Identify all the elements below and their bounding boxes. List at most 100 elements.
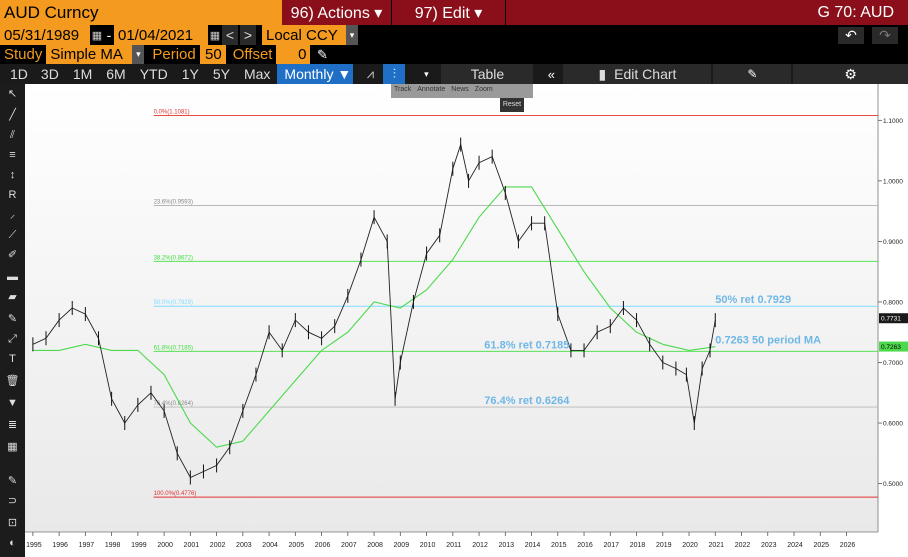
fib-level-label: 23.6%(0.9593) xyxy=(154,200,193,206)
mode-magnet-icon[interactable]: ⊃ xyxy=(7,495,18,507)
offset-input[interactable]: 0 xyxy=(276,45,311,64)
period-toolbar: 1D 3D 1M 6M YTD 1Y 5Y Max Monthly ▼ ⩘ ⫶ … xyxy=(0,64,908,84)
cursor-icon[interactable]: ↖ xyxy=(7,88,18,100)
y-tick-label: 0.9000 xyxy=(883,239,903,246)
chevron-down-icon[interactable]: ▾ xyxy=(346,25,358,45)
edit-pencil-icon[interactable]: ✎ xyxy=(7,313,18,325)
offset-label: Offset xyxy=(232,46,273,63)
chart-annotation: 0.7263 50 period MA xyxy=(715,335,821,347)
news-button[interactable]: News xyxy=(451,86,469,93)
fib-level-label: 76.4%(0.6264) xyxy=(154,401,193,407)
x-tick-label: 2022 xyxy=(735,542,751,549)
pencil-icon[interactable]: ✎ xyxy=(317,46,328,62)
mode-hide-icon[interactable]: ◐ xyxy=(9,537,16,549)
trash-icon[interactable]: 🗑 xyxy=(5,375,20,387)
x-tick-label: 2004 xyxy=(262,542,278,549)
x-tick-label: 2006 xyxy=(315,542,331,549)
track-button[interactable]: Track xyxy=(394,86,412,93)
line-chart-icon[interactable]: ⩘ xyxy=(366,66,375,81)
actions-menu[interactable]: 96) Actions ▾ xyxy=(282,0,392,25)
start-date-field[interactable]: 05/31/1989 xyxy=(0,25,90,45)
retracement-tool-icon[interactable]: R xyxy=(8,189,17,201)
hline-tool-icon[interactable]: ▬ xyxy=(7,271,18,283)
period-button[interactable]: 1M xyxy=(72,66,93,82)
edit-menu[interactable]: 97) Edit ▾ xyxy=(392,0,506,25)
x-tick-label: 2000 xyxy=(157,542,173,549)
chevron-down-icon[interactable]: ▾ xyxy=(424,68,429,79)
ma-value-label-box xyxy=(879,341,908,352)
undo-icon[interactable]: ↶ xyxy=(838,26,864,44)
study-bar: Study Simple MA ▾ Period 50 Offset 0 ✎ xyxy=(0,45,908,64)
y-tick-label: 0.6000 xyxy=(883,421,903,428)
x-tick-label: 1999 xyxy=(131,542,147,549)
prev-arrow-icon[interactable]: < xyxy=(222,25,238,45)
x-tick-label: 2024 xyxy=(787,542,803,549)
reset-button[interactable]: Reset xyxy=(500,98,524,112)
x-tick-label: 2023 xyxy=(761,542,777,549)
style-line-icon[interactable]: ≣ xyxy=(7,419,18,431)
period-button[interactable]: 1D xyxy=(10,66,28,82)
fib-level-label: 38.2%(0.8672) xyxy=(154,255,193,261)
style-brush-icon[interactable]: ▼ xyxy=(7,397,18,409)
redo-icon[interactable]: ↷ xyxy=(872,26,898,44)
line-tool-icon[interactable]: ╱ xyxy=(9,109,16,121)
channel-tool-icon[interactable]: ⫽ xyxy=(10,129,15,141)
period-button[interactable]: Max xyxy=(243,66,271,82)
mode-lock-icon[interactable]: ⊡ xyxy=(7,517,18,529)
period-button[interactable]: 5Y xyxy=(212,66,230,82)
calendar-icon[interactable]: ▦ xyxy=(209,29,221,42)
period-button[interactable]: YTD xyxy=(139,66,168,82)
zoom-button[interactable]: Zoom xyxy=(474,86,493,93)
brush-tool-icon[interactable]: ⸝ xyxy=(9,209,16,221)
date-range-bar: 05/31/1989 ▦ - 01/04/2021 ▦ < > Local CC… xyxy=(0,25,908,45)
x-tick-label: 2014 xyxy=(525,542,541,549)
fib-level-label: 50.0%(0.7929) xyxy=(154,300,193,306)
trend-tool-icon[interactable]: ⟋ xyxy=(8,229,17,241)
annotate-button[interactable]: Annotate xyxy=(417,86,446,93)
plot-area xyxy=(25,84,878,532)
annotate-icon[interactable]: ✎ xyxy=(713,64,792,84)
x-tick-label: 2001 xyxy=(184,542,200,549)
next-arrow-icon[interactable]: > xyxy=(240,25,256,45)
x-tick-label: 1998 xyxy=(105,542,121,549)
collapse-icon[interactable]: « xyxy=(547,66,556,82)
edit-chart-button[interactable]: ▮ Edit Chart xyxy=(563,64,712,84)
calendar-icon[interactable]: ▦ xyxy=(91,29,103,42)
mode-draw-icon[interactable]: ✎ xyxy=(7,475,18,487)
pen-tool-icon[interactable]: ✐ xyxy=(7,249,18,261)
x-tick-label: 1997 xyxy=(79,542,95,549)
security-title[interactable]: AUD Curncy xyxy=(0,0,282,25)
currency-select[interactable]: Local CCY xyxy=(262,25,346,45)
x-tick-label: 2019 xyxy=(656,542,672,549)
x-tick-label: 2018 xyxy=(630,542,646,549)
bar-chart-icon[interactable]: ⫶ xyxy=(383,64,406,84)
select-tool-icon[interactable]: ⤢ xyxy=(8,333,17,345)
table-button[interactable]: Table xyxy=(441,64,534,84)
period-button[interactable]: 3D xyxy=(40,66,59,82)
fib-level-label: 61.8%(0.7185) xyxy=(154,345,193,351)
undo-redo-group: ↶ ↷ xyxy=(358,25,908,45)
period-input[interactable]: 50 xyxy=(199,45,226,64)
x-tick-label: 2007 xyxy=(341,542,357,549)
band-tool-icon[interactable]: ▰ xyxy=(8,291,17,303)
drawing-toolbar: ↖ ╱ ⫽ ≡ ↕ R ⸝ ⟋ ✐ ▬ ▰ ✎ ⤢ T 🗑 ▼ ≣ ▦ ✎ ⊃ … xyxy=(0,84,26,557)
edit-chart-label: Edit Chart xyxy=(614,66,677,82)
gear-icon[interactable]: ⚙ xyxy=(793,64,908,84)
study-select[interactable]: Simple MA xyxy=(46,45,133,64)
y-axis-area xyxy=(878,84,908,532)
end-date-field[interactable]: 01/04/2021 xyxy=(114,25,208,45)
style-fill-icon[interactable]: ▦ xyxy=(7,441,18,453)
price-chart[interactable]: 0.0%(1.1081) 23.6%(0.9593) 38.2%(0.8672) 50… xyxy=(25,84,908,557)
y-tick-label: 1.0000 xyxy=(883,178,903,185)
text-tool-icon[interactable]: T xyxy=(9,353,16,365)
frequency-select[interactable]: Monthly ▼ xyxy=(277,64,354,84)
period-button[interactable]: 6M xyxy=(106,66,126,82)
page-code: G 70: AUD xyxy=(506,0,908,25)
period-button[interactable]: 1Y xyxy=(181,66,199,82)
fib-tool-icon[interactable]: ≡ xyxy=(9,149,16,161)
arrow-tool-icon[interactable]: ↕ xyxy=(9,169,16,181)
chevron-down-icon[interactable]: ▾ xyxy=(132,45,145,64)
x-tick-label: 1996 xyxy=(52,542,68,549)
pin-icon: ▮ xyxy=(598,65,607,82)
x-tick-label: 2020 xyxy=(682,542,698,549)
